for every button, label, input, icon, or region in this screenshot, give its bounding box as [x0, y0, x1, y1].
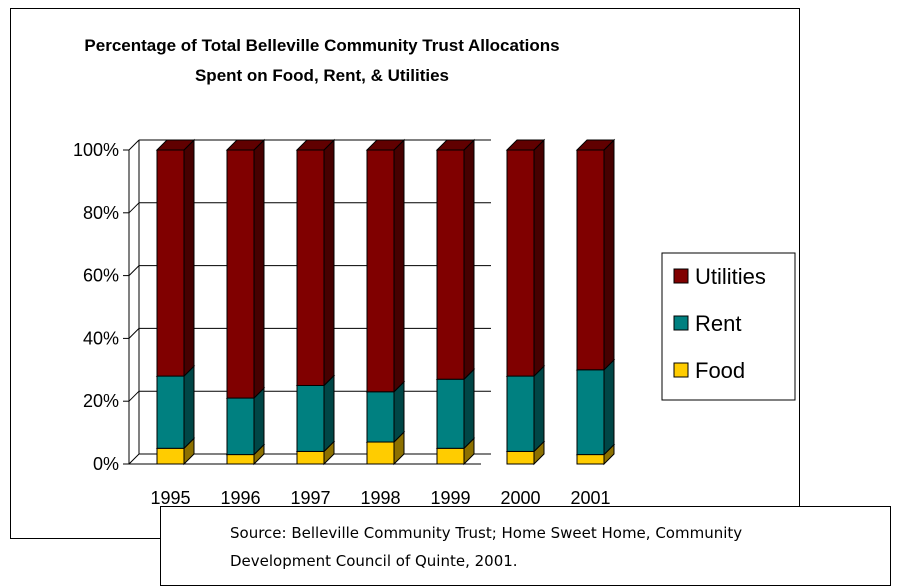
- bar-utilities-side: [533, 138, 545, 378]
- legend-label-utilities: Utilities: [695, 264, 766, 289]
- gridline-diagonal: [128, 139, 140, 151]
- bar-rent-side: [323, 374, 335, 453]
- chart-title-line-1: Percentage of Total Belleville Community…: [84, 36, 559, 55]
- bar-stack-2001: [575, 138, 616, 466]
- x-tick-label: 1995: [150, 488, 190, 508]
- bar-utilities: [576, 149, 605, 371]
- bar-stack-1999: [435, 138, 476, 466]
- bar-utilities-side: [603, 138, 615, 372]
- bar-utilities: [296, 149, 325, 386]
- bar-rent-side: [603, 358, 615, 456]
- legend-swatch-utilities: [673, 268, 689, 284]
- bar-food: [226, 454, 255, 465]
- x-tick-label: 1997: [290, 488, 330, 508]
- legend-label-food: Food: [695, 358, 745, 383]
- bar-rent: [366, 391, 395, 443]
- bar-rent-side: [533, 364, 545, 453]
- legend-swatch-food: [673, 362, 689, 378]
- bar-utilities-side: [253, 138, 265, 400]
- bar-rent: [156, 375, 185, 449]
- legend-swatch-rent: [673, 315, 689, 331]
- y-tick-label: 20%: [83, 391, 119, 411]
- y-tick-label: 100%: [73, 140, 119, 160]
- y-tick-label: 40%: [83, 328, 119, 348]
- gridline-diagonal: [128, 390, 140, 402]
- bar-utilities-side: [393, 138, 405, 393]
- x-tick-label: 1999: [430, 488, 470, 508]
- bar-stack-1998: [365, 138, 406, 466]
- chart-title-line-2: Spent on Food, Rent, & Utilities: [195, 66, 449, 85]
- bar-stack-1995: [155, 138, 196, 466]
- bar-utilities: [226, 149, 255, 399]
- bar-food: [156, 447, 185, 465]
- x-tick-label: 2000: [500, 488, 540, 508]
- bar-food: [506, 450, 535, 465]
- source-line-1: Source: Belleville Community Trust; Home…: [230, 524, 743, 542]
- source-line-2: Development Council of Quinte, 2001.: [230, 552, 518, 570]
- bar-food: [366, 441, 395, 465]
- bar-rent: [226, 397, 255, 456]
- bar-rent-side: [253, 386, 265, 456]
- bar-rent-side: [183, 364, 195, 450]
- chart-frame: Percentage of Total Belleville Community…: [10, 8, 800, 539]
- gridline-diagonal: [128, 202, 140, 214]
- bar-utilities-side: [183, 138, 195, 378]
- y-tick-label: 0%: [93, 454, 119, 474]
- y-tick-label: 60%: [83, 266, 119, 286]
- gridline-diagonal: [128, 265, 140, 276]
- y-tick-label: 80%: [83, 203, 119, 223]
- bar-food: [436, 447, 465, 465]
- bar-utilities-side: [463, 138, 475, 381]
- bar-utilities: [436, 149, 465, 380]
- bar-rent: [296, 385, 325, 452]
- bar-stack-1996: [225, 138, 266, 466]
- bar-stack-1997: [295, 138, 336, 466]
- x-tick-label: 1996: [220, 488, 260, 508]
- bar-food: [576, 454, 605, 465]
- bar-utilities: [366, 149, 395, 393]
- source-note: Source: Belleville Community Trust; Home…: [160, 506, 891, 586]
- bar-utilities-side: [323, 138, 335, 387]
- stacked-bar-chart: Percentage of Total Belleville Community…: [73, 36, 796, 508]
- bar-food: [296, 450, 325, 465]
- legend-label-rent: Rent: [695, 311, 741, 336]
- x-tick-label: 1998: [360, 488, 400, 508]
- gridline-diagonal: [128, 453, 140, 465]
- bar-utilities: [506, 149, 535, 377]
- bar-rent: [506, 375, 535, 452]
- bar-rent-side: [463, 368, 475, 450]
- bar-rent: [436, 378, 465, 449]
- bar-stack-2000: [505, 138, 546, 466]
- x-tick-label: 2001: [570, 488, 610, 508]
- bar-utilities: [156, 149, 185, 377]
- bar-rent: [576, 369, 605, 456]
- gridline-diagonal: [128, 328, 140, 339]
